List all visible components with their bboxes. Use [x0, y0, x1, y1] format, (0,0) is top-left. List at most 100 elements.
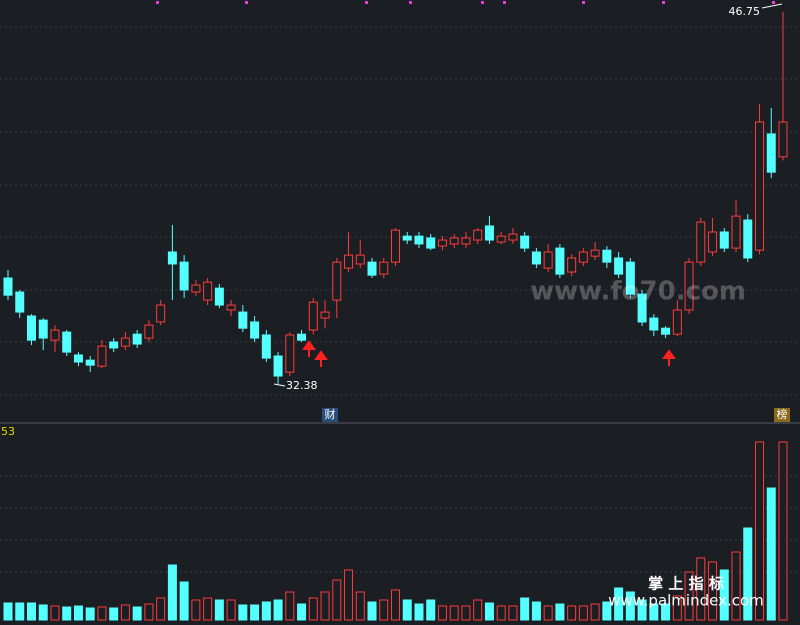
volume-bar: [578, 605, 588, 621]
candle-body: [743, 219, 753, 259]
volume-bar: [402, 599, 412, 621]
volume-bar: [156, 597, 166, 621]
volume-bar: [719, 569, 729, 621]
candle-body: [261, 334, 271, 359]
candle-body: [191, 284, 201, 293]
candle-body: [238, 311, 248, 329]
candle-body: [496, 235, 506, 243]
volume-bar: [696, 557, 706, 621]
background-grid: [0, 26, 800, 573]
volume-bar: [167, 564, 177, 621]
badge[interactable]: [774, 408, 790, 422]
volume-bar: [3, 602, 13, 621]
volume-bar: [414, 603, 424, 621]
candle-body: [308, 301, 318, 331]
volume-bar: [426, 599, 436, 621]
candle-body: [391, 229, 400, 263]
volume-label: 53: [1, 425, 15, 438]
candle-body: [132, 333, 142, 345]
candle-body: [590, 249, 600, 257]
candle-body: [461, 237, 471, 245]
low-label: 32.38: [286, 379, 318, 392]
candle-body: [62, 331, 72, 353]
candle-body: [567, 257, 577, 273]
volume-bar: [179, 581, 189, 621]
volume-bar: [285, 591, 295, 621]
candle-body: [578, 251, 588, 263]
candle-body: [520, 235, 530, 249]
candle-body: [625, 261, 635, 295]
candle-body: [3, 277, 13, 296]
candle-body: [484, 225, 494, 241]
candle-body: [696, 221, 706, 263]
candle-body: [555, 247, 565, 275]
volume-bar: [344, 569, 354, 621]
volume-bar: [778, 441, 788, 621]
volume-bar: [297, 603, 307, 621]
candle-body: [473, 229, 483, 241]
candle-body: [684, 261, 694, 311]
volume-bar: [73, 605, 83, 621]
volume-bar: [62, 606, 72, 621]
volume-bar: [520, 597, 530, 621]
badge[interactable]: [322, 408, 338, 422]
volume-bar: [543, 605, 553, 621]
candle-body: [355, 254, 365, 265]
candle-body: [414, 235, 424, 245]
volume-bar: [15, 602, 25, 621]
candle-body: [437, 239, 447, 247]
candle-body: [649, 317, 659, 331]
volume-bar: [755, 441, 765, 621]
candle-body: [26, 315, 36, 341]
volume-bar: [437, 605, 447, 621]
volume-bar: [379, 599, 389, 621]
candle-body: [285, 334, 295, 373]
candle-body: [344, 254, 354, 269]
volume-bar: [144, 603, 154, 621]
candle-body: [508, 233, 518, 241]
candle-body: [203, 281, 213, 301]
candle-body: [38, 319, 48, 339]
volume-bar: [250, 604, 260, 621]
candle-body: [97, 345, 107, 367]
volume-bar: [661, 603, 671, 621]
volume-bar: [191, 599, 201, 621]
candle-body: [637, 293, 647, 323]
badge-text[interactable]: 财: [325, 407, 336, 421]
candle-body: [226, 304, 236, 311]
candle-body: [426, 237, 436, 249]
candle-body: [755, 121, 765, 251]
volume-bar: [449, 605, 459, 621]
volume-bar: [132, 606, 142, 621]
candle-body: [379, 261, 389, 275]
candle-body: [614, 257, 624, 275]
candle-body: [273, 355, 283, 377]
volume-bar: [109, 607, 119, 621]
volume-bar: [766, 487, 776, 621]
watermark: 掌 上 指 标: [648, 575, 724, 593]
candle-body: [297, 333, 307, 341]
volume-bar: [567, 605, 577, 621]
candle-body: [531, 251, 541, 265]
badge-text[interactable]: 榜: [777, 407, 788, 421]
volume-bar: [531, 601, 541, 621]
volume-bar: [496, 605, 506, 621]
candle-body: [719, 231, 729, 249]
candle-body: [156, 304, 166, 323]
volume-bar: [120, 604, 130, 621]
volume-bar: [214, 599, 224, 621]
candle-body: [449, 237, 459, 245]
volume-bar: [672, 595, 682, 621]
volume-bar: [473, 599, 483, 621]
volume-bar: [355, 591, 365, 621]
volume-bar: [614, 587, 624, 621]
volume-bar: [320, 591, 330, 621]
volume-bar: [367, 601, 377, 621]
volume-bar: [308, 597, 318, 621]
candle-body: [320, 311, 330, 319]
high-pointer: [761, 3, 783, 9]
volume-bar: [649, 603, 659, 621]
volume-bar: [38, 604, 48, 621]
signal-arrows: [302, 340, 676, 367]
